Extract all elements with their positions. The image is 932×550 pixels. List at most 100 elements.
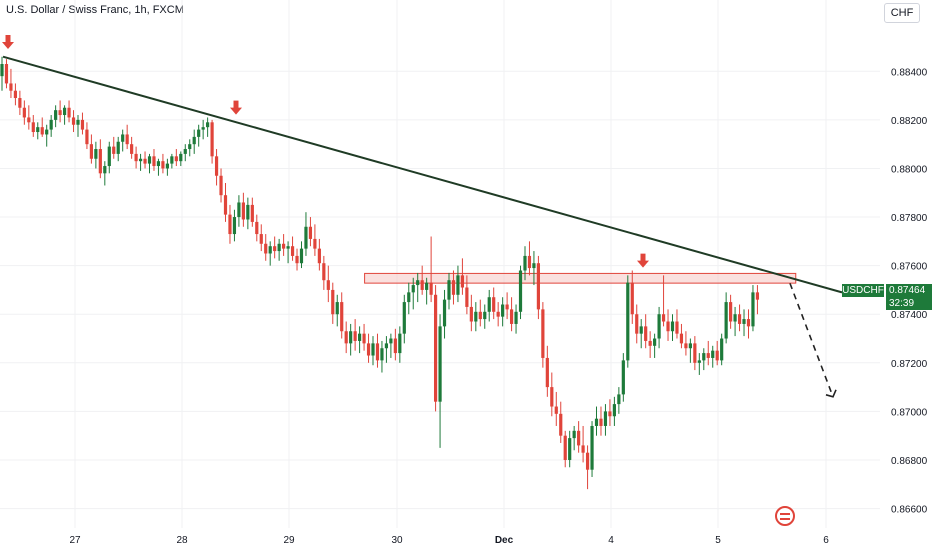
down-arrow-icon [230, 100, 242, 115]
arrow-head [2, 42, 14, 50]
candle-body [31, 122, 35, 133]
chart-title: U.S. Dollar / Swiss Franc, 1h, FXCM [6, 4, 184, 16]
candle-body [223, 195, 228, 215]
candle-body [174, 156, 178, 162]
currency-button[interactable]: CHF [884, 3, 920, 23]
candle-body [393, 338, 397, 354]
candle-body [456, 275, 460, 295]
candle-body [13, 90, 18, 99]
candle-body [679, 333, 684, 344]
candle-body [165, 163, 169, 169]
candle-body [608, 411, 612, 417]
candle-body [255, 221, 259, 235]
candle-body [661, 314, 666, 322]
candle-body [362, 333, 366, 344]
candle-body [49, 119, 53, 130]
candle-body [188, 144, 192, 150]
candle-body [416, 280, 420, 286]
broker-logo-icon [775, 506, 795, 526]
candle-body [71, 117, 76, 125]
candle-body [429, 282, 433, 295]
candle-body [156, 161, 161, 167]
candle-body [268, 246, 272, 254]
candle-body [380, 348, 384, 361]
candle-body [635, 314, 639, 334]
y-tick-label: 0.88400 [891, 67, 928, 78]
candle-body [545, 357, 549, 388]
candle-body [228, 214, 232, 235]
arrow-shaft [5, 35, 11, 44]
y-tick-label: 0.87800 [891, 213, 928, 224]
candle-body [657, 314, 661, 339]
candle-body [447, 280, 451, 300]
price-tag-price: 0.87464 [886, 284, 932, 297]
candle-body [308, 226, 313, 239]
candle-body [755, 292, 760, 300]
candle-body [107, 146, 111, 167]
candle-body [621, 360, 625, 395]
candle-body [112, 146, 116, 154]
y-tick-label: 0.86600 [891, 505, 928, 516]
candle-body [487, 297, 491, 312]
candle-body [702, 353, 706, 361]
candle-body [94, 149, 98, 159]
price-tag-countdown: 32:39 [886, 297, 932, 310]
candle-body [0, 64, 4, 77]
candle-body [197, 129, 201, 137]
candle-body [590, 425, 594, 470]
candle-body [232, 217, 237, 235]
candle-body [509, 309, 514, 324]
candle-body [460, 275, 465, 288]
candle-body [54, 110, 58, 120]
candle-body [40, 127, 44, 135]
grid [0, 0, 880, 528]
arrow-head [637, 260, 649, 268]
x-tick-label: 27 [69, 535, 81, 546]
candle-body [264, 243, 268, 254]
candle-body [737, 314, 742, 324]
candle-body [666, 321, 670, 332]
y-tick-label: 0.86800 [891, 456, 928, 467]
candle-body [134, 153, 138, 162]
candle-body [322, 263, 326, 281]
candle-body [282, 243, 286, 249]
candle-body [143, 158, 147, 164]
candle-body [130, 144, 134, 154]
candle-body [18, 98, 22, 108]
candle-body [290, 246, 295, 256]
candle-body [639, 326, 643, 334]
candle-body [326, 280, 330, 290]
candle-body [206, 122, 210, 128]
candle-body [675, 321, 679, 334]
candle-body [550, 387, 554, 407]
candle-body [201, 127, 205, 130]
candle-body [295, 255, 299, 264]
candle-body [9, 83, 13, 91]
y-tick-label: 0.88200 [891, 116, 928, 127]
candle-body [353, 331, 357, 341]
candle-body [492, 297, 496, 312]
candle-body [577, 430, 581, 446]
candle-body [147, 156, 152, 164]
x-tick-label: 5 [715, 535, 721, 546]
candle-body [648, 340, 652, 346]
candle-body [121, 134, 125, 142]
candle-body [612, 404, 616, 417]
candle-body [630, 282, 634, 315]
candle-body [375, 343, 380, 361]
x-tick-label: 29 [283, 535, 295, 546]
candle-body [358, 333, 362, 341]
candle-body [411, 285, 415, 293]
candle-body [407, 292, 411, 303]
trendline-line [2, 55, 843, 294]
candle-body [371, 343, 375, 356]
candle-body [581, 445, 585, 453]
projection-arrow [789, 283, 837, 398]
candle-body [286, 246, 290, 249]
candle-body [514, 311, 518, 324]
candle-body [572, 430, 576, 439]
x-tick-label: 28 [176, 535, 188, 546]
x-axis-labels: 27 28 29 30 Dec 4 5 6 [69, 535, 829, 546]
candle-body [483, 311, 487, 320]
